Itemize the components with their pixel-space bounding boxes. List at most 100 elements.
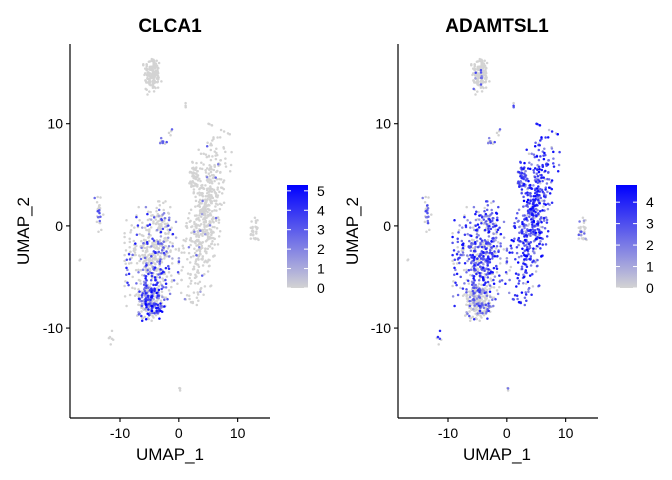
cell-point — [110, 337, 114, 341]
cell-point — [203, 223, 206, 227]
cell-point — [155, 59, 158, 63]
cell-point — [463, 282, 466, 285]
legend-tick-label: 2 — [317, 241, 325, 257]
cell-point — [203, 220, 206, 224]
cell-point — [470, 234, 473, 238]
cell-point — [159, 136, 163, 140]
cell-point — [476, 257, 479, 260]
cell-point — [504, 282, 507, 286]
cell-point — [164, 286, 168, 289]
cell-point — [148, 253, 151, 256]
cell-point — [211, 240, 214, 243]
cell-point — [212, 216, 215, 219]
cell-point — [517, 273, 520, 277]
cell-point — [187, 251, 191, 255]
cell-point — [145, 64, 148, 68]
cell-point — [200, 209, 203, 213]
cell-point — [184, 105, 187, 109]
cell-point — [498, 285, 501, 289]
cell-point — [477, 218, 481, 221]
cell-point — [533, 204, 536, 208]
cell-point — [471, 254, 475, 257]
cell-point — [208, 168, 211, 171]
cell-point — [204, 259, 207, 263]
cell-point — [487, 235, 491, 238]
cell-point — [489, 295, 492, 299]
cell-point — [147, 308, 150, 311]
cell-point — [204, 168, 207, 172]
cell-point — [517, 219, 520, 223]
cell-point — [188, 171, 192, 174]
cell-point — [214, 205, 217, 208]
cell-point — [144, 239, 147, 242]
cell-point — [528, 167, 532, 171]
cell-point — [192, 254, 195, 258]
cell-point — [214, 195, 218, 198]
cell-point — [195, 249, 199, 253]
cell-point — [96, 195, 99, 199]
cell-point — [477, 282, 481, 286]
cell-point — [155, 209, 158, 213]
cell-point — [476, 312, 479, 315]
cell-point — [199, 288, 202, 291]
cell-point — [484, 71, 488, 75]
cell-point — [526, 193, 529, 197]
cell-point — [254, 226, 258, 229]
cell-point — [195, 303, 199, 307]
cell-point — [196, 169, 199, 173]
cell-point — [161, 270, 165, 273]
cell-point — [538, 209, 542, 213]
cell-point — [165, 250, 168, 253]
cell-point — [524, 174, 527, 177]
cell-point — [198, 214, 201, 217]
cell-point — [485, 296, 488, 300]
cell-point — [455, 253, 459, 256]
cell-point — [185, 237, 188, 240]
cell-point — [160, 272, 163, 275]
cell-point — [182, 238, 185, 242]
cell-point — [162, 211, 166, 215]
cell-point — [531, 228, 534, 231]
cell-point — [160, 290, 164, 294]
cell-point — [164, 278, 167, 282]
cell-point — [538, 242, 541, 246]
cell-point — [483, 245, 486, 248]
cell-point — [494, 238, 497, 242]
cell-point — [218, 207, 222, 211]
cell-point — [150, 68, 154, 72]
cell-point — [582, 226, 586, 229]
cell-point — [149, 218, 153, 221]
cell-point — [487, 136, 491, 140]
cell-point — [148, 74, 151, 78]
cell-point — [531, 250, 535, 253]
cell-point — [484, 74, 488, 78]
cell-point — [154, 80, 157, 84]
cell-point — [205, 145, 209, 148]
cell-point — [145, 279, 148, 282]
cell-point — [477, 72, 480, 75]
cell-point — [209, 158, 213, 162]
cell-point — [438, 337, 442, 341]
cell-point — [216, 203, 219, 206]
cell-point — [465, 297, 469, 300]
cell-point — [458, 261, 461, 265]
cell-point — [498, 262, 502, 265]
cell-point — [483, 287, 487, 290]
cell-point — [174, 236, 178, 239]
cell-point — [154, 69, 158, 73]
cell-point — [155, 269, 158, 272]
cell-point — [484, 86, 488, 89]
cell-point — [145, 74, 149, 77]
cell-point — [526, 214, 529, 217]
cell-point — [487, 268, 490, 271]
cell-point — [150, 245, 153, 248]
cell-point — [473, 267, 476, 270]
cell-point — [146, 312, 149, 315]
cell-point — [475, 80, 479, 83]
cell-point — [577, 226, 581, 229]
cell-point — [156, 303, 160, 307]
cell-point — [183, 251, 186, 254]
cell-point — [472, 274, 476, 278]
cell-point — [204, 200, 207, 204]
cell-point — [212, 137, 215, 141]
